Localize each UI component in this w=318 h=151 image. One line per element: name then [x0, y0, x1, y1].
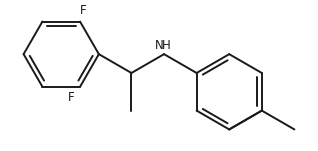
Text: F: F: [80, 4, 86, 17]
Text: N: N: [155, 39, 164, 53]
Text: F: F: [68, 91, 74, 104]
Text: H: H: [162, 39, 171, 53]
